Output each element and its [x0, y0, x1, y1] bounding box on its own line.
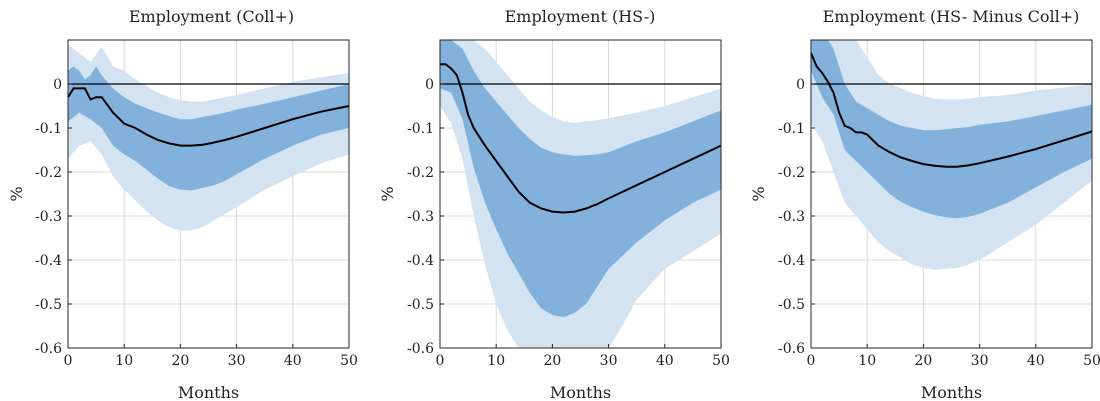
y-tick-label: -0.5 — [35, 297, 62, 313]
axes-frame — [67, 39, 350, 349]
inner-confidence-band — [440, 40, 721, 318]
y-tick-label: 0 — [425, 77, 434, 93]
y-tick-label: -0.3 — [407, 209, 434, 225]
y-tick-label: -0.1 — [35, 121, 62, 137]
y-tick-label: -0.4 — [407, 253, 434, 269]
y-tick-label: -0.1 — [778, 121, 805, 137]
y-tick-labels: 0 -0.1 -0.2 -0.3 -0.4 -0.5 -0.6 — [778, 77, 815, 357]
chart-title: Employment (HS- Minus Coll+) — [823, 7, 1080, 26]
x-tick-label: 30 — [971, 353, 989, 369]
y-tick-label: -0.5 — [778, 297, 805, 313]
y-axis-label: % — [7, 186, 26, 201]
inner-confidence-band — [68, 66, 349, 191]
x-tick-label: 50 — [1083, 353, 1100, 369]
x-tick-labels: 0 10 20 30 40 50 — [64, 344, 358, 369]
x-tick-label: 0 — [807, 353, 816, 369]
x-tick-label: 50 — [340, 353, 358, 369]
x-axis-label: Months — [550, 383, 611, 401]
median-response-line — [440, 63, 722, 214]
median-response-line — [810, 52, 1093, 168]
y-tick-label: -0.6 — [407, 341, 434, 357]
x-tick-label: 0 — [64, 353, 73, 369]
y-tick-label: -0.2 — [407, 165, 434, 181]
chart-panel-hs-minus: Employment (HS-) 0 10 20 30 40 50 0 -0.1 -0.2 -0… — [378, 7, 730, 401]
y-tick-label: 0 — [796, 77, 805, 93]
y-tick-label: -0.3 — [778, 209, 805, 225]
y-tick-label: -0.1 — [407, 121, 434, 137]
x-tick-label: 20 — [171, 353, 189, 369]
chart-title: Employment (HS-) — [505, 7, 656, 26]
x-tick-label: 0 — [436, 353, 445, 369]
y-axis-label: % — [378, 186, 397, 201]
y-tick-label: 0 — [53, 77, 62, 93]
y-tick-label: -0.3 — [35, 209, 62, 225]
y-tick-label: -0.6 — [778, 341, 805, 357]
x-tick-label: 20 — [543, 353, 561, 369]
x-tick-label: 40 — [284, 353, 302, 369]
y-axis-label: % — [749, 186, 768, 201]
chart-panel-coll-plus: Employment (Coll+) 0 10 20 30 40 50 0 -0.1 -0.2… — [7, 7, 358, 401]
x-tick-labels: 0 10 20 30 40 50 — [436, 344, 730, 369]
x-tick-label: 30 — [600, 353, 618, 369]
chart-title: Employment (Coll+) — [129, 7, 294, 26]
y-tick-label: -0.6 — [35, 341, 62, 357]
y-tick-labels: 0 -0.1 -0.2 -0.3 -0.4 -0.5 -0.6 — [407, 77, 444, 357]
x-tick-label: 30 — [228, 353, 246, 369]
x-tick-label: 20 — [914, 353, 932, 369]
chart-panel-hs-minus-coll-plus: Employment (HS- Minus Coll+) 0 10 20 30 40 50… — [749, 7, 1100, 401]
y-tick-label: -0.2 — [35, 165, 62, 181]
y-tick-label: -0.5 — [407, 297, 434, 313]
x-axis-label: Months — [921, 383, 982, 401]
axes-frame — [810, 39, 1093, 349]
median-response-line — [67, 87, 350, 147]
x-tick-label: 10 — [115, 353, 133, 369]
x-tick-label: 50 — [712, 353, 730, 369]
x-tick-label: 40 — [656, 353, 674, 369]
x-tick-label: 10 — [858, 353, 876, 369]
y-tick-label: -0.4 — [778, 253, 805, 269]
axes-frame — [439, 39, 722, 349]
x-tick-label: 10 — [487, 353, 505, 369]
y-tick-label: -0.2 — [778, 165, 805, 181]
inner-confidence-band — [811, 40, 1092, 219]
x-tick-label: 40 — [1027, 353, 1045, 369]
x-axis-label: Months — [178, 383, 239, 401]
y-tick-label: -0.4 — [35, 253, 62, 269]
y-tick-labels: 0 -0.1 -0.2 -0.3 -0.4 -0.5 -0.6 — [35, 77, 72, 357]
x-tick-labels: 0 10 20 30 40 50 — [807, 344, 1100, 369]
